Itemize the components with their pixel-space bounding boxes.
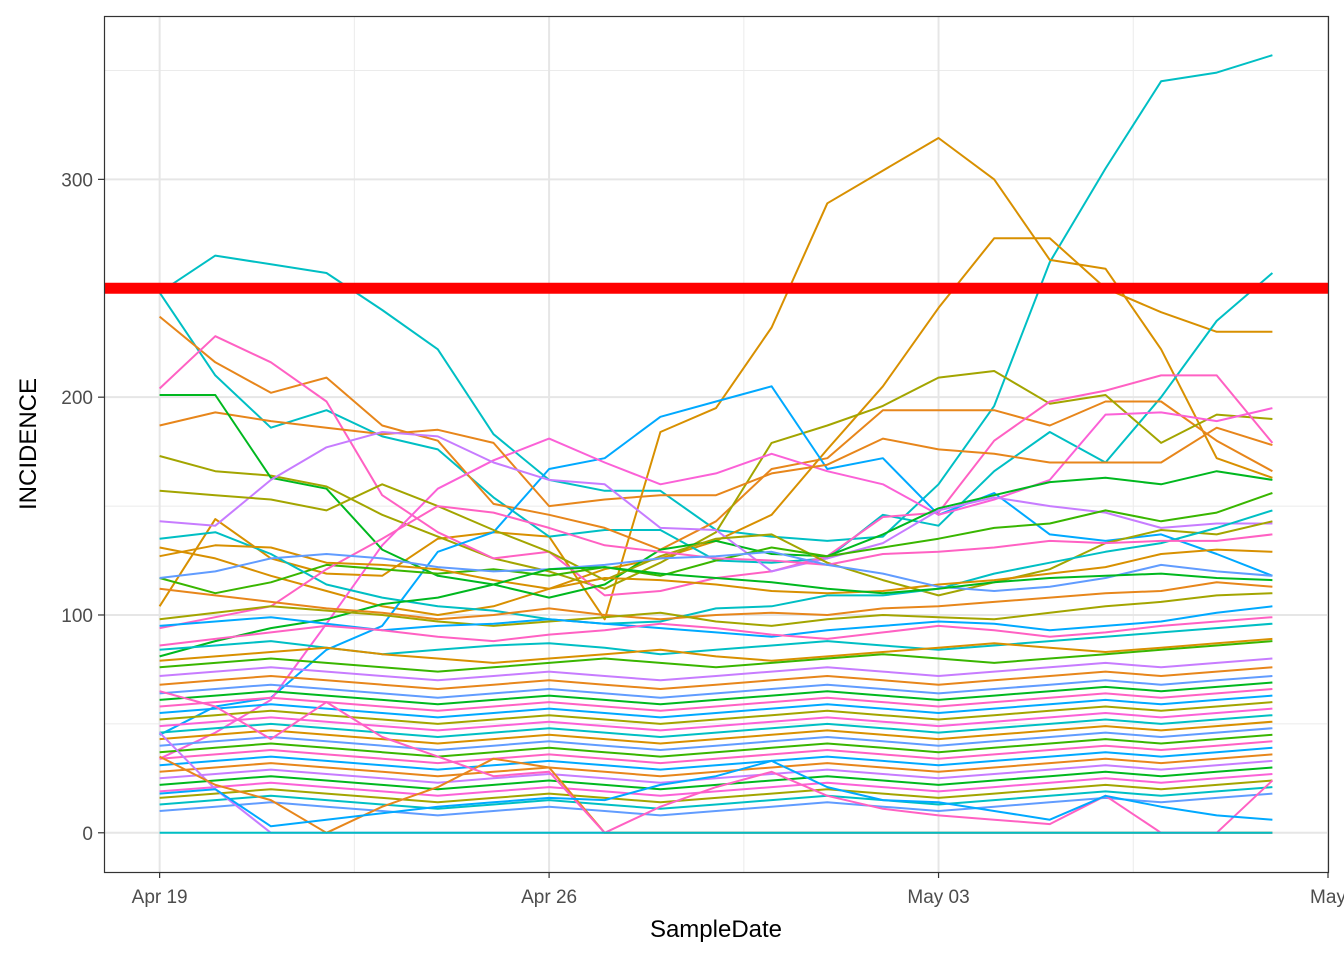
series-line-46 [159, 786, 1273, 810]
x-tick-label: May 03 [907, 887, 969, 908]
x-axis-title: SampleDate [650, 916, 782, 943]
series-line-5 [158, 315, 1273, 551]
series-line-51 [159, 759, 1273, 828]
x-axis: Apr 19 Apr 26 May 03 May [132, 872, 1344, 908]
series-line-2 [158, 137, 1273, 621]
series-line-33 [159, 701, 1273, 725]
y-axis: 0 100 200 300 [61, 170, 104, 845]
series-line-45 [159, 779, 1273, 804]
series-line-18 [159, 550, 1273, 592]
series-line-34 [159, 707, 1273, 732]
series-line-30 [159, 681, 1273, 706]
series-line-36 [159, 720, 1273, 745]
series-line-39 [159, 740, 1273, 765]
series-line-42 [159, 759, 1273, 784]
series-line-35 [159, 714, 1273, 738]
series-line-32 [159, 694, 1273, 719]
series-line-8 [159, 385, 1273, 736]
series-line-37 [159, 727, 1273, 751]
series-line-38 [159, 733, 1273, 758]
plot-border [103, 15, 1330, 874]
series-line-10 [159, 411, 1273, 508]
series-line-23 [159, 616, 1273, 647]
y-tick-label: 200 [61, 388, 93, 409]
series-line-44 [159, 773, 1273, 797]
series-line-14 [159, 492, 1273, 595]
x-tick-label: May [1310, 887, 1344, 908]
series-line-19 [159, 566, 1273, 658]
y-tick-label: 100 [61, 606, 93, 627]
series-line-11 [159, 394, 1273, 599]
series-line-29 [159, 675, 1273, 699]
series-line-26 [159, 640, 1273, 673]
series-line-25 [159, 637, 1273, 664]
series-layer [158, 54, 1274, 834]
series-line-9 [159, 407, 1273, 760]
series-line-12 [159, 431, 1273, 573]
series-line-40 [159, 746, 1273, 771]
series-line-41 [159, 753, 1273, 778]
y-axis-title: INCIDENCE [15, 378, 42, 510]
series-line-13 [159, 483, 1273, 597]
series-line-15 [159, 509, 1273, 625]
series-line-31 [159, 688, 1273, 712]
series-line-22 [159, 605, 1273, 638]
x-tick-label: Apr 19 [132, 887, 188, 908]
series-line-27 [159, 657, 1273, 682]
series-line-50 [159, 690, 1274, 834]
series-line-6 [159, 370, 1273, 590]
series-line-21 [159, 592, 1273, 627]
series-line-43 [159, 766, 1273, 791]
series-line-20 [159, 581, 1273, 621]
series-line-47 [159, 792, 1273, 817]
x-tick-label: Apr 26 [521, 887, 577, 908]
y-tick-label: 300 [61, 170, 93, 191]
series-line-16 [159, 505, 1273, 630]
y-tick-label: 0 [82, 824, 93, 845]
series-line-17 [159, 544, 1273, 595]
series-line-28 [159, 666, 1273, 690]
